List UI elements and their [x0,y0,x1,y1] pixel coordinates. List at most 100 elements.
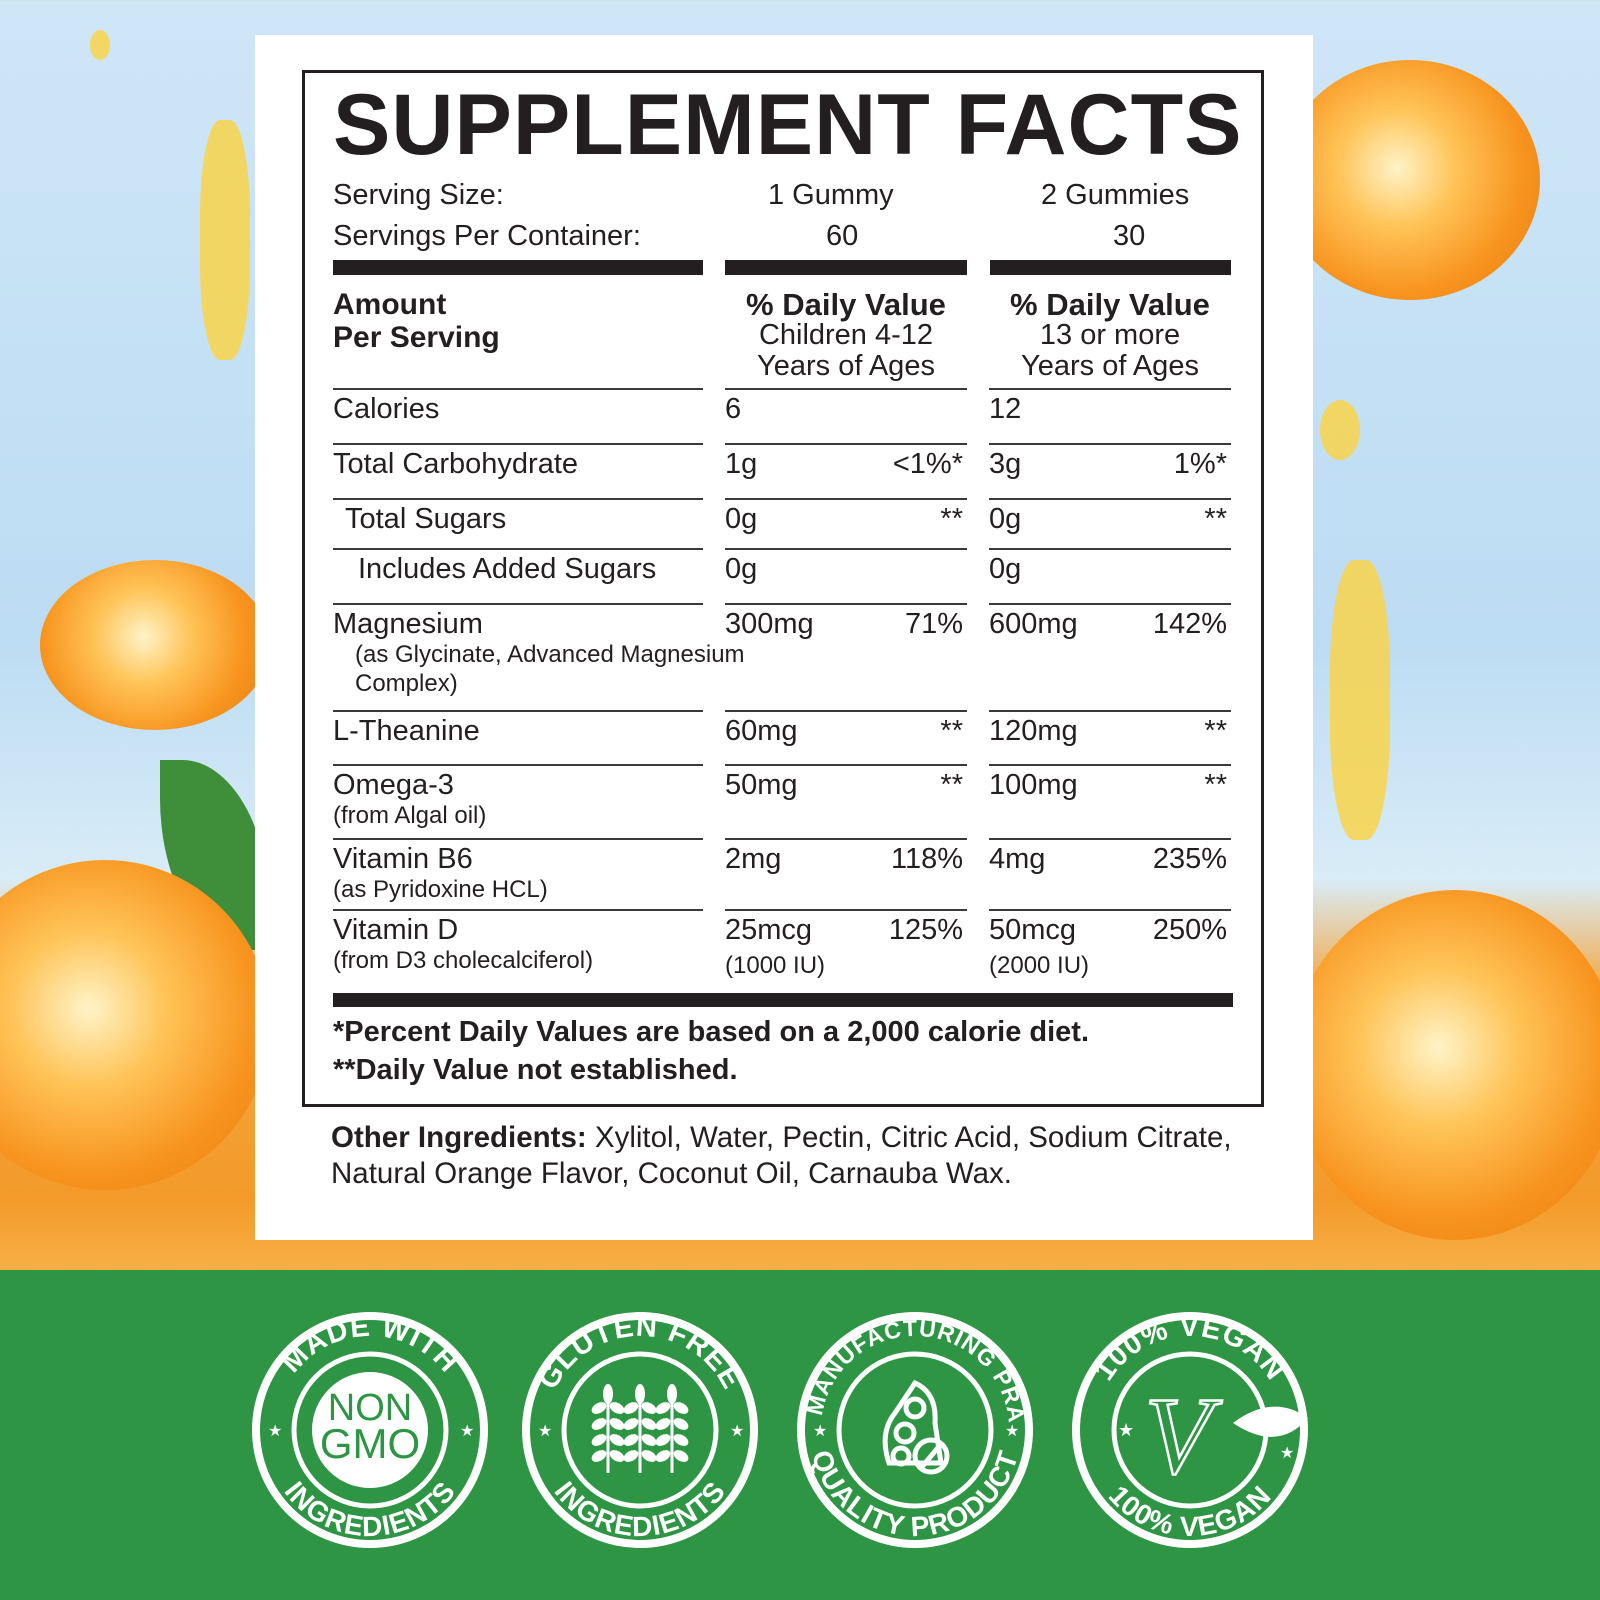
amount-cell: 50mg ** [725,766,967,840]
other-ingredients-text: Xylitol, Water, Pectin, Citric Acid, Sod… [331,1121,1232,1190]
thick-divider [333,260,703,275]
thick-divider [333,993,1233,1007]
amount-cell: 25mcg 125% (1000 IU) [725,911,967,995]
badge-gluten-free: GLUTEN FREE INGREDIENTS ★ ★ [518,1308,762,1557]
badge-center-text: GMO [320,1420,420,1467]
table-row: Total Sugars 0g ** 0g ** [333,500,1231,550]
table-row: Vitamin D (from D3 cholecalciferol) 25mcg 1… [333,911,1231,995]
orange-slice-image [1280,60,1540,300]
star-icon: ★ [813,1423,827,1440]
table-header-row: Amount Per Serving % Daily Value Childre… [333,285,1231,390]
daily-value-percent: 235% [1152,843,1227,875]
amount-cell: 0g [725,550,967,605]
orange-slice-image [40,560,270,730]
amount-value: 12 [989,393,1022,425]
label-title: SUPPLEMENT FACTS [333,77,1243,173]
serving-size-children: 1 Gummy [768,179,894,211]
nutrient-name-cell: Total Sugars [333,500,703,550]
table-row: Vitamin B6 (as Pyridoxine HCL) 2mg 118% 4mg 2… [333,840,1231,911]
svg-text:★: ★ [1118,1420,1134,1440]
nutrient-name-cell: Magnesium (as Glycinate, Advanced Magnesi… [333,605,745,712]
amount-cell: 300mg 71% [725,605,967,712]
nutrient-name: Total Carbohydrate [333,448,579,480]
nutrient-name-cell: Vitamin B6 (as Pyridoxine HCL) [333,840,703,911]
star-icon: ★ [538,1423,552,1440]
table-row: Includes Added Sugars 0g 0g [333,550,1231,605]
daily-value-percent: ** [1204,715,1227,747]
header-line: % Daily Value [1010,287,1210,322]
table-row: Magnesium (as Glycinate, Advanced Magnesi… [333,605,1231,712]
amount-value: 3g [989,448,1022,480]
wheat-icon [591,1384,689,1473]
nutrient-name: Omega-3 [333,769,454,801]
juice-splash-image [200,120,250,360]
amount-cell: 0g ** [989,500,1231,550]
amount-value: 4mg [989,843,1046,875]
adults-dv-header: % Daily Value 13 or more Years of Ages [989,285,1231,390]
amount-cell: 12 [989,390,1231,445]
amount-value: 2mg [725,843,782,875]
amount-value: 50mcg [989,914,1077,946]
amount-cell: 0g ** [725,500,967,550]
amount-per-serving-header: Amount Per Serving [333,285,703,390]
amount-value: 300mg [725,608,814,640]
amount-cell: 0g [989,550,1231,605]
thick-divider [990,260,1231,275]
header-line: % Daily Value [746,287,946,322]
amount-cell: 1g <1%* [725,445,967,500]
daily-value-percent: ** [940,503,963,535]
daily-value-percent: 118% [890,843,963,875]
star-icon: ★ [460,1423,474,1440]
other-ingredients: Other Ingredients: Xylitol, Water, Pecti… [331,1120,1241,1192]
badge-center-text: NON [328,1387,412,1429]
nutrient-source: (as Pyridoxine HCL) [333,876,548,903]
amount-cell: 3g 1%* [989,445,1231,500]
amount-value: 600mg [989,608,1078,640]
nutrient-name-cell: L-Theanine [333,712,703,766]
juice-splash-image [1320,400,1360,460]
svg-text:★: ★ [1280,1445,1294,1462]
amount-value: 6 [725,393,742,425]
vegan-v-leaf-icon: V ★ ★ [1118,1374,1308,1498]
header-line: Amount [333,288,447,321]
amount-cell: 6 [725,390,967,445]
nutrient-name: Total Sugars [345,503,507,535]
amount-value: 0g [725,553,758,585]
orange-half-image [0,860,270,1190]
nutrient-name-cell: Includes Added Sugars [333,550,703,605]
nutrient-name: Vitamin D [333,914,459,946]
nutrient-source: (from D3 cholecalciferol) [333,947,594,974]
header-line: Children 4-12 [758,319,934,351]
supplement-facts-panel [302,70,1264,1107]
children-dv-header: % Daily Value Children 4-12 Years of Age… [725,285,967,390]
daily-value-percent: ** [1204,769,1227,801]
amount-value: 0g [989,553,1022,585]
amount-value: 120mg [989,715,1078,747]
capsule-pills-icon [882,1379,950,1475]
nutrient-name: Calories [333,393,440,425]
star-icon: ★ [1005,1423,1019,1440]
amount-cell: 50mcg 250% (2000 IU) [989,911,1231,995]
serving-size-label: Serving Size: [333,179,504,211]
juice-splash-image [1330,560,1390,840]
nutrient-table: Amount Per Serving % Daily Value Childre… [333,285,1231,995]
servings-per-container-label: Servings Per Container: [333,220,641,252]
amount-value: 25mcg [725,914,813,946]
amount-value: 0g [725,503,758,535]
amount-iu: (1000 IU) [725,952,826,979]
amount-iu: (2000 IU) [989,952,1090,979]
footnote-dv-not-established: **Daily Value not established. [333,1054,738,1086]
nutrient-name-cell: Omega-3 (from Algal oil) [333,766,703,840]
amount-value: 60mg [725,715,798,747]
badge-vegan: 100% VEGAN 100% VEGAN V ★ ★ [1068,1308,1312,1557]
juice-splash-image [90,30,110,60]
header-line: Per Serving [333,321,500,354]
amount-cell: 60mg ** [725,712,967,766]
nutrient-source: (from Algal oil) [333,802,487,829]
table-row: Calories 6 12 [333,390,1231,445]
daily-value-percent: <1%* [892,448,963,480]
amount-cell: 120mg ** [989,712,1231,766]
daily-value-percent: 142% [1152,608,1227,640]
table-row: Omega-3 (from Algal oil) 50mg ** 100mg ** [333,766,1231,840]
star-icon: ★ [730,1423,744,1440]
